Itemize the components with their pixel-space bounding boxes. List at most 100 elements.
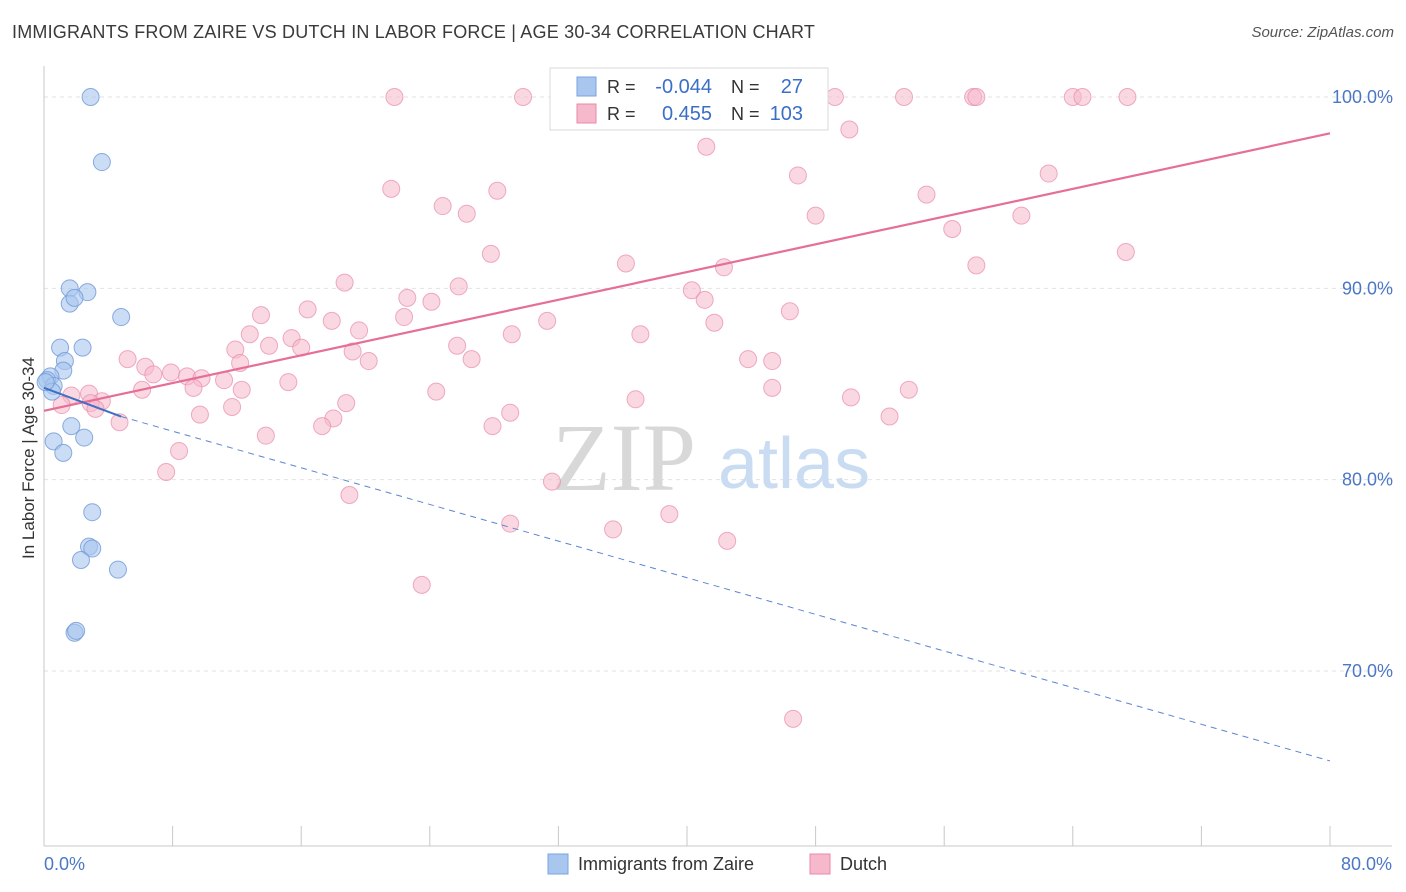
dutch-point: [718, 531, 737, 550]
stats-r-value-zaire: -0.044: [655, 76, 712, 98]
grid-lines: [44, 96, 1392, 672]
dutch-point: [784, 709, 803, 728]
trend-lines: [43, 132, 1331, 762]
dutch-point: [660, 505, 679, 524]
dutch-point: [110, 413, 129, 432]
dutch-point: [256, 426, 275, 445]
zaire-point: [65, 288, 84, 307]
dutch-point: [806, 206, 825, 225]
dutch-point: [514, 88, 533, 106]
dutch-point: [184, 378, 203, 397]
dutch-point: [542, 472, 561, 491]
zaire-point: [92, 153, 111, 172]
dutch-point: [157, 463, 176, 482]
dutch-point: [1118, 88, 1137, 106]
dutch-point: [899, 380, 918, 399]
source-label: Source: ZipAtlas.com: [1251, 24, 1394, 41]
axes: [43, 66, 1392, 847]
dutch-point: [385, 88, 404, 106]
dutch-point: [501, 514, 520, 533]
dutch-point: [501, 403, 520, 422]
zaire-point: [83, 503, 102, 522]
dutch-point: [626, 390, 645, 409]
zaire-point: [75, 428, 94, 447]
dutch-point: [895, 88, 914, 106]
zaire-point: [83, 539, 102, 558]
x-tick-label-max: 80.0%: [1341, 854, 1392, 874]
zaire-point: [62, 417, 81, 436]
x-tick-label-min: 0.0%: [44, 854, 85, 874]
zaire-point: [108, 560, 127, 579]
dutch-point: [880, 407, 899, 426]
dutch-point: [483, 417, 502, 436]
series-legend: Immigrants from Zaire Dutch: [547, 853, 887, 875]
dutch-point: [682, 281, 701, 300]
dutch-point: [170, 441, 189, 460]
stats-n-label-dutch: N =: [731, 104, 760, 124]
dutch-point: [382, 179, 401, 198]
dutch-point: [616, 254, 635, 273]
dutch-point: [1116, 242, 1135, 261]
zaire-trend-extension: [121, 416, 1331, 762]
dutch-point: [462, 350, 481, 369]
dutch-point: [232, 380, 251, 399]
dutch-point: [763, 352, 782, 371]
dutch-point: [190, 405, 209, 424]
stats-r-label-zaire: R =: [607, 77, 636, 97]
dutch-point: [350, 321, 369, 340]
dutch-trend-line: [43, 132, 1331, 412]
dutch-point: [427, 382, 446, 401]
dutch-point: [395, 308, 414, 327]
dutch-point: [223, 397, 242, 416]
stats-swatch-dutch: [576, 103, 597, 124]
zaire-point: [67, 621, 86, 640]
dutch-point: [412, 575, 431, 594]
watermark-atlas: atlas: [718, 424, 870, 504]
dutch-point: [448, 336, 467, 355]
stats-legend: R = -0.044 N = 27 R = 0.455 N = 103: [549, 67, 829, 131]
dutch-point: [1012, 206, 1031, 225]
zaire-point: [36, 373, 55, 392]
dutch-point: [118, 350, 137, 369]
legend-label-dutch: Dutch: [840, 854, 887, 874]
zaire-point: [73, 338, 92, 357]
dutch-point: [1073, 88, 1092, 106]
dutch-point: [739, 350, 758, 369]
chart-title: IMMIGRANTS FROM ZAIRE VS DUTCH IN LABOR …: [12, 22, 816, 42]
dutch-point: [705, 313, 724, 332]
dutch-point: [631, 325, 650, 344]
zaire-points: [36, 88, 131, 642]
y-tick-label: 90.0%: [1342, 278, 1393, 298]
dutch-point: [697, 137, 716, 156]
zaire-point: [81, 88, 100, 106]
dutch-point: [298, 300, 317, 319]
dutch-point: [488, 181, 507, 200]
dutch-point: [481, 244, 500, 263]
dutch-point: [449, 277, 468, 296]
legend-label-zaire: Immigrants from Zaire: [578, 854, 754, 874]
stats-swatch-zaire: [576, 76, 597, 97]
dutch-point: [967, 256, 986, 275]
dutch-point: [398, 288, 417, 307]
legend-swatch-zaire: [547, 853, 569, 875]
dutch-point: [695, 290, 714, 309]
watermark-zip: ZIP: [552, 404, 696, 511]
dutch-point: [763, 378, 782, 397]
y-tick-label: 70.0%: [1342, 661, 1393, 681]
zaire-trend-line: [43, 386, 122, 418]
dutch-point: [780, 302, 799, 321]
dutch-point: [161, 363, 180, 382]
stats-n-label-zaire: N =: [731, 77, 760, 97]
dutch-point: [967, 88, 986, 106]
legend-swatch-dutch: [809, 853, 831, 875]
dutch-point: [714, 258, 733, 277]
stats-r-value-dutch: 0.455: [662, 103, 712, 125]
dutch-point: [313, 417, 332, 436]
dutch-point: [788, 166, 807, 185]
dutch-point: [144, 365, 163, 384]
dutch-point: [260, 336, 279, 355]
watermark: ZIP atlas: [552, 404, 870, 511]
y-tick-label: 100.0%: [1332, 87, 1393, 107]
dutch-point: [279, 373, 298, 392]
